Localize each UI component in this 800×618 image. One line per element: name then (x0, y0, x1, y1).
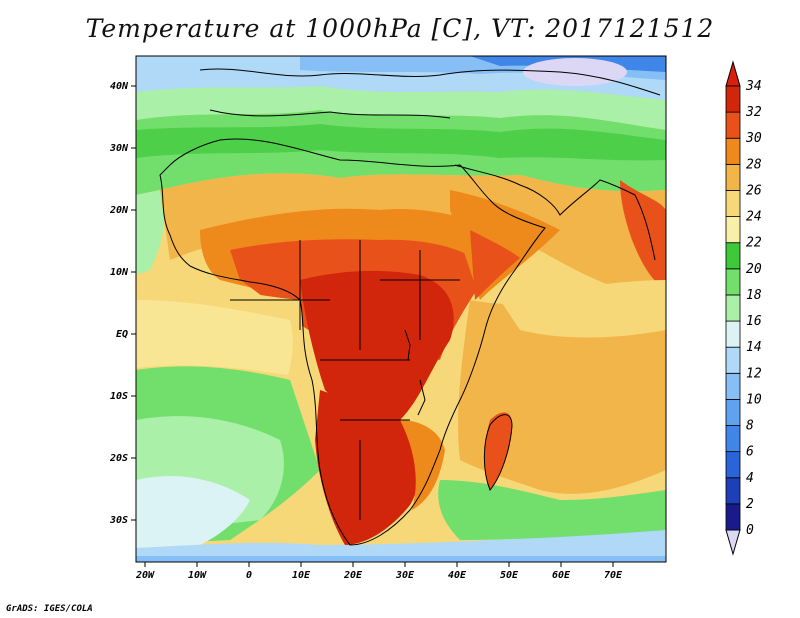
colorbar-segment (725, 477, 741, 505)
lon-label-50e: 50E (500, 570, 519, 581)
colorbar-segment (725, 346, 741, 374)
colorbar-segment (725, 503, 741, 531)
colorbar-over-triangle (725, 60, 741, 87)
colorbar-under-triangle (725, 529, 741, 556)
lon-label-10w: 10W (188, 570, 207, 581)
colorbar-label: 0 (746, 523, 754, 538)
lon-tick-10e: 10E (292, 562, 311, 581)
colorbar-label: 26 (746, 183, 762, 198)
colorbar-label: 24 (746, 210, 762, 225)
colorbar-segment (725, 268, 741, 296)
colorbar-label: 32 (745, 105, 762, 120)
lon-tick-0: 0 (246, 562, 252, 581)
lat-label-eq: EQ (116, 329, 128, 340)
lat-label-20n: 20N (109, 205, 129, 216)
colorbar-segment (725, 190, 741, 217)
lon-tick-40e: 40E (448, 562, 467, 581)
lat-label-40n: 40N (110, 81, 129, 92)
colorbar-label: 2 (746, 497, 754, 512)
lon-tick-70e: 70E (604, 562, 623, 581)
lon-label-60e: 60E (552, 570, 571, 581)
colorbar-label: 6 (746, 445, 754, 460)
colorbar-label: 20 (746, 262, 762, 277)
lat-label-20s: 20S (109, 453, 128, 464)
colorbar-label: 12 (746, 366, 762, 381)
lat-tick-10s: 10S (110, 391, 136, 402)
map-frame (135, 55, 667, 563)
colorbar-segment (725, 163, 741, 191)
colorbar-segment (725, 451, 741, 479)
longitude-axis: 20W 10W 0 10E 20E 30E 40E 50E 60E 70E (135, 562, 623, 581)
lat-tick-20n: 20N (109, 205, 136, 216)
latitude-axis: 40N 30N 20N 10N EQ 10S 20S 30S (109, 81, 136, 526)
colorbar-label: 34 (745, 79, 762, 94)
lat-tick-10n: 10N (110, 267, 136, 278)
colorbar-segment (725, 111, 741, 139)
colorbar-segment (725, 137, 741, 165)
lat-label-30s: 30S (109, 515, 128, 526)
lat-tick-20s: 20S (109, 453, 136, 464)
lon-tick-10w: 10W (188, 562, 207, 581)
colorbar-label: 28 (746, 157, 762, 172)
colorbar-segment (725, 425, 741, 453)
lon-label-40e: 40E (448, 570, 467, 581)
colorbar-segment (725, 399, 741, 426)
lon-tick-60e: 60E (552, 562, 571, 581)
lon-label-10e: 10E (292, 570, 311, 581)
lat-tick-30n: 30N (109, 143, 136, 154)
colorbar-label: 10 (746, 392, 762, 407)
lon-label-20w: 20W (135, 570, 155, 581)
lat-label-10n: 10N (110, 267, 129, 278)
colorbar-label: 30 (745, 131, 762, 146)
coastlines (159, 68, 661, 546)
lat-tick-eq: EQ (116, 329, 136, 340)
colorbar-label: 8 (746, 419, 754, 434)
chart-title: Temperature at 1000hPa [C], VT: 20171215… (85, 14, 715, 43)
lon-tick-20e: 20E (343, 562, 363, 581)
colorbar-segment (725, 372, 741, 400)
lon-tick-30e: 30E (395, 562, 415, 581)
lon-label-20e: 20E (343, 570, 363, 581)
lon-label-0: 0 (246, 570, 252, 581)
lat-tick-40n: 40N (110, 81, 136, 92)
lat-label-10s: 10S (110, 391, 128, 402)
colorbar-label: 14 (746, 340, 762, 355)
lon-tick-50e: 50E (500, 562, 519, 581)
colorbar-label: 4 (746, 471, 754, 486)
lon-tick-20w: 20W (135, 562, 155, 581)
lon-label-70e: 70E (604, 570, 623, 581)
temperature-field (136, 56, 666, 562)
colorbar-segment (725, 320, 741, 348)
colorbar-label: 16 (746, 314, 762, 329)
grads-credit: GrADS: IGES/COLA (6, 604, 93, 614)
lat-label-30n: 30N (109, 143, 129, 154)
colorbar-segment (725, 216, 741, 244)
colorbar-label: 22 (746, 236, 762, 251)
lat-tick-30s: 30S (109, 515, 136, 526)
colorbar-label: 18 (746, 288, 762, 303)
colorbar-segment (725, 242, 741, 270)
colorbar-segment (725, 294, 741, 322)
lon-label-30e: 30E (395, 570, 415, 581)
colorbar-segment (725, 85, 741, 113)
